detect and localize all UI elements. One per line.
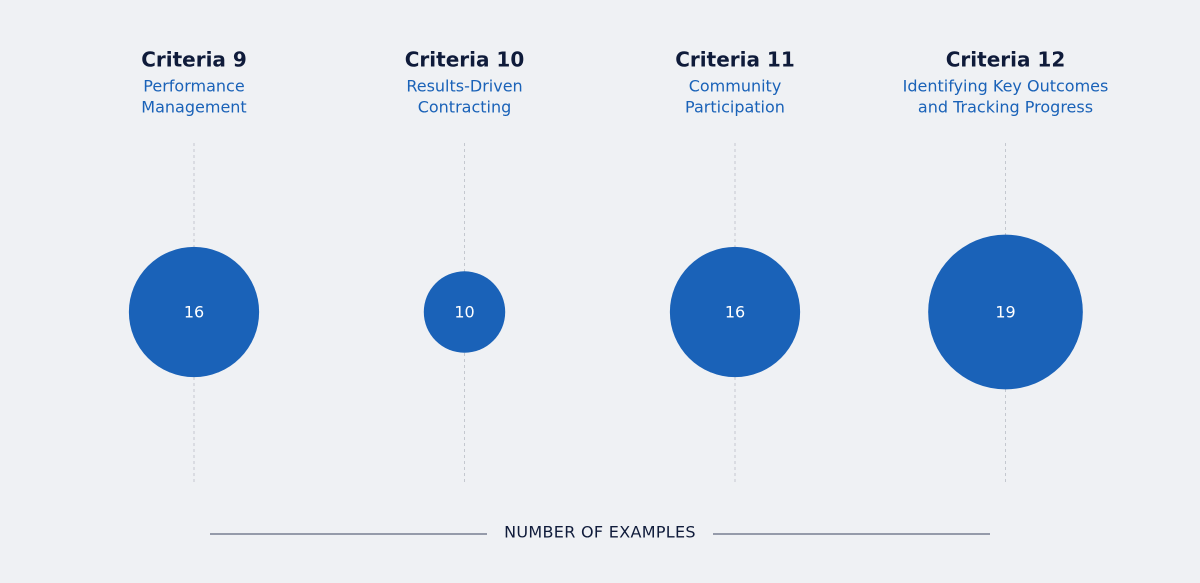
x-axis-label: NUMBER OF EXAMPLES <box>504 523 696 542</box>
category-subtitle: Performance <box>143 77 244 96</box>
bubble <box>128 246 260 378</box>
category-subtitle: Participation <box>685 98 785 117</box>
category-subtitle: Contracting <box>418 98 512 117</box>
value-label: 10 <box>454 303 474 322</box>
bubble <box>669 246 801 378</box>
bubble <box>423 271 506 353</box>
category-subtitle: and Tracking Progress <box>918 98 1093 117</box>
category-title: Criteria 11 <box>675 48 795 72</box>
value-label: 16 <box>184 303 204 322</box>
value-label: 16 <box>725 303 745 322</box>
category-subtitle: Results-Driven <box>406 77 522 96</box>
category-title: Criteria 12 <box>946 48 1066 72</box>
category-title: Criteria 9 <box>141 48 247 72</box>
category-subtitle: Identifying Key Outcomes <box>903 77 1109 96</box>
category-subtitle: Community <box>689 77 782 96</box>
category-subtitle: Management <box>141 98 246 117</box>
value-label: 19 <box>995 303 1015 322</box>
bubble <box>928 234 1083 390</box>
category-title: Criteria 10 <box>405 48 525 72</box>
